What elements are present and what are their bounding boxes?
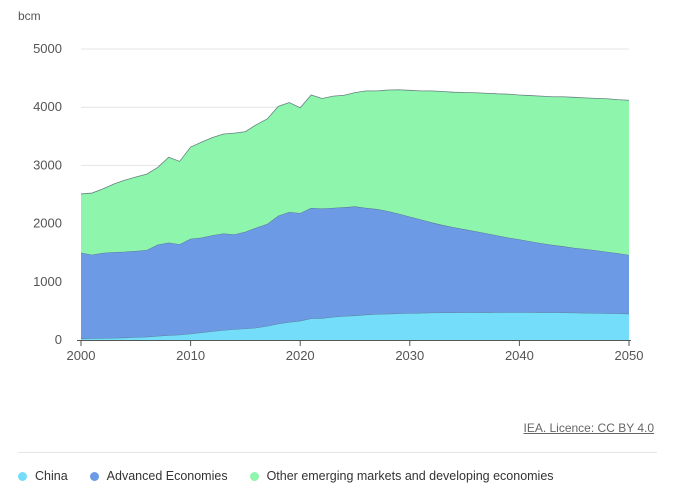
area-other-emerging-markets-and-developing-economies bbox=[81, 89, 629, 256]
y-tick-label-3000: 3000 bbox=[33, 157, 62, 172]
y-tick-label-0: 0 bbox=[55, 332, 62, 347]
legend-item-other-emerging[interactable]: Other emerging markets and developing ec… bbox=[249, 469, 554, 483]
legend-item-china[interactable]: China bbox=[18, 469, 68, 483]
area-china bbox=[81, 312, 629, 340]
y-tick-label-2000: 2000 bbox=[33, 216, 62, 231]
series-areas bbox=[80, 89, 630, 340]
legend-item-advanced-economies[interactable]: Advanced Economies bbox=[89, 469, 228, 483]
x-tick-label-2020: 2020 bbox=[286, 348, 315, 363]
area-advanced-economies bbox=[81, 206, 629, 339]
legend-swatch-other-emerging bbox=[249, 471, 259, 481]
legend-label-advanced-economies: Advanced Economies bbox=[106, 469, 228, 483]
source-licence-link[interactable]: IEA. Licence: CC BY 4.0 bbox=[523, 421, 654, 435]
axes: 0 1000 2000 3000 4000 5000 2000 2010 2020 2030 204… bbox=[33, 41, 643, 363]
legend-swatch-china bbox=[18, 471, 27, 481]
series-line-other-emerging-markets-and-developing-economies bbox=[80, 89, 630, 195]
legend-label-other-emerging: Other emerging markets and developing ec… bbox=[266, 469, 554, 483]
y-tick-label-5000: 5000 bbox=[33, 41, 62, 56]
legend: China Advanced Economies Other emerging … bbox=[18, 469, 576, 483]
x-tick-label-2030: 2030 bbox=[395, 348, 424, 363]
y-unit-label: bcm bbox=[18, 9, 41, 23]
x-tick-label-2000: 2000 bbox=[67, 348, 96, 363]
legend-divider bbox=[18, 452, 657, 453]
x-tick-label-2010: 2010 bbox=[176, 348, 205, 363]
legend-label-china: China bbox=[35, 469, 68, 483]
y-tick-label-4000: 4000 bbox=[33, 99, 62, 114]
y-tick-label-1000: 1000 bbox=[33, 274, 62, 289]
x-tick-label-2040: 2040 bbox=[505, 348, 534, 363]
x-tick-label-2050: 2050 bbox=[615, 348, 644, 363]
legend-swatch-advanced-economies bbox=[89, 471, 99, 481]
